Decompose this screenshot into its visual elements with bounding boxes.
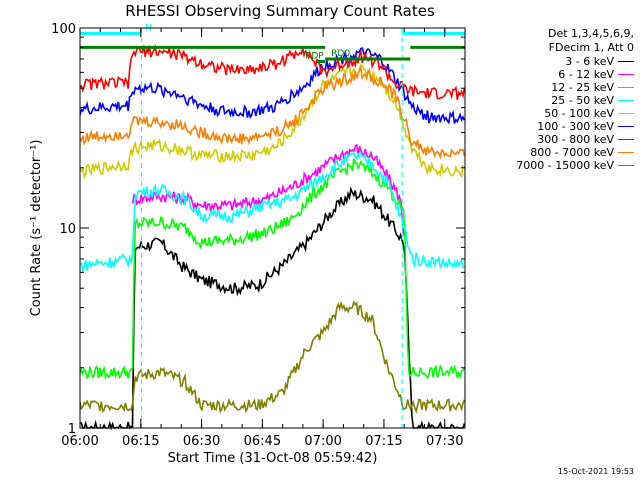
legend-entry-label: 25 - 50 keV bbox=[551, 94, 614, 107]
status-bar-label: RD0 bbox=[331, 49, 350, 59]
x-tick-label: 07:30 bbox=[426, 434, 463, 449]
legend-swatch bbox=[618, 138, 634, 141]
legend-entry-label: 12 - 25 keV bbox=[551, 81, 614, 94]
legend-swatch bbox=[618, 60, 634, 63]
legend-entry: 25 - 50 keV bbox=[484, 94, 634, 107]
status-bar-label: RDP bbox=[305, 51, 324, 61]
y-tick-label: 10 bbox=[59, 222, 76, 237]
legend-entry: 100 - 300 keV bbox=[484, 120, 634, 133]
series-line-0 bbox=[79, 186, 466, 431]
legend-swatch bbox=[618, 125, 634, 128]
legend-entry-label: 50 - 100 keV bbox=[544, 107, 614, 120]
legend-entry: 50 - 100 keV bbox=[484, 107, 634, 120]
x-axis-label: Start Time (31-Oct-08 05:59:42) bbox=[168, 451, 378, 466]
legend-swatch bbox=[618, 86, 634, 89]
series-line-4 bbox=[79, 64, 465, 180]
legend-entry-label: 3 - 6 keV bbox=[565, 55, 614, 68]
y-tick-label: 1 bbox=[68, 422, 76, 437]
generated-timestamp: 15-Oct-2021 19:53 bbox=[558, 467, 634, 476]
x-tick-label: 07:00 bbox=[304, 434, 341, 449]
legend-swatch bbox=[618, 73, 634, 76]
legend-swatch bbox=[618, 164, 634, 167]
series-line-2 bbox=[79, 158, 466, 381]
legend-entry: 7000 - 15000 keV bbox=[484, 159, 634, 172]
y-tick-label: 100 bbox=[51, 22, 76, 37]
x-tick-label: 06:45 bbox=[244, 434, 281, 449]
legend-swatch bbox=[618, 112, 634, 115]
legend-entry: 3 - 6 keV bbox=[484, 55, 634, 68]
legend-entry-label: 7000 - 15000 keV bbox=[516, 159, 614, 172]
series-line-5 bbox=[79, 47, 466, 125]
legend-entry: 800 - 7000 keV bbox=[484, 146, 634, 159]
series-line-8 bbox=[79, 300, 466, 415]
legend-swatch bbox=[618, 99, 634, 102]
legend-entry-label: 100 - 300 keV bbox=[537, 120, 614, 133]
series-line-7 bbox=[79, 65, 466, 160]
x-tick-label: 06:15 bbox=[122, 434, 159, 449]
legend-swatch bbox=[618, 151, 634, 154]
legend: Det 1,3,4,5,6,9, FDecim 1, Att 0 3 - 6 k… bbox=[484, 27, 634, 172]
chart-title: RHESSI Observing Summary Count Rates bbox=[125, 2, 435, 20]
legend-entry-label: 800 - 7000 keV bbox=[530, 146, 614, 159]
legend-header-detectors: Det 1,3,4,5,6,9, bbox=[547, 27, 634, 40]
legend-header-fdecim: FDecim 1, Att 0 bbox=[548, 41, 634, 54]
series-line-6 bbox=[79, 44, 466, 100]
y-axis-label: Count Rate (s⁻¹ detector⁻¹) bbox=[29, 140, 44, 317]
x-tick-label: 06:30 bbox=[183, 434, 220, 449]
series-line-3 bbox=[79, 151, 465, 274]
x-tick-label: 06:00 bbox=[61, 434, 98, 449]
legend-entry-label: 300 - 800 keV bbox=[537, 133, 614, 146]
x-tick-label: 07:15 bbox=[365, 434, 402, 449]
legend-entry-label: 6 - 12 keV bbox=[558, 68, 614, 81]
legend-entry: 12 - 25 keV bbox=[484, 81, 634, 94]
legend-entry: 6 - 12 keV bbox=[484, 68, 634, 81]
legend-entry: 300 - 800 keV bbox=[484, 133, 634, 146]
